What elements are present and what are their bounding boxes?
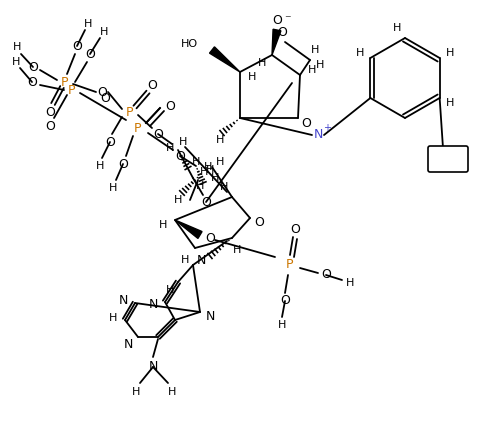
Text: H: H (257, 58, 265, 68)
Text: N: N (196, 253, 205, 266)
Text: O: O (105, 136, 115, 149)
Text: O: O (300, 117, 310, 130)
Text: H: H (444, 98, 453, 108)
Polygon shape (271, 29, 280, 55)
Text: H: H (204, 162, 212, 172)
Text: O: O (45, 106, 55, 118)
Text: N: N (148, 360, 157, 373)
Text: H: H (307, 65, 315, 75)
Text: O: O (175, 149, 184, 163)
Text: N: N (123, 338, 132, 352)
Text: O: O (72, 40, 82, 53)
Text: O: O (279, 295, 289, 307)
Text: H: H (205, 165, 214, 175)
Text: H: H (158, 220, 167, 230)
Text: H: H (12, 57, 20, 67)
Text: O: O (118, 157, 128, 171)
Text: H: H (100, 27, 108, 37)
Text: O: O (85, 48, 95, 61)
Text: H: H (179, 137, 187, 147)
Text: H: H (247, 72, 256, 82)
Text: O: O (204, 232, 215, 245)
Text: H: H (444, 48, 453, 58)
Text: N: N (148, 298, 157, 311)
Text: H: H (96, 161, 104, 171)
FancyBboxPatch shape (427, 146, 467, 172)
Text: H: H (216, 157, 224, 167)
Text: H: H (277, 320, 286, 330)
Text: H: H (13, 42, 21, 52)
Text: O: O (45, 120, 55, 133)
Text: O: O (276, 26, 287, 38)
Text: HO: HO (180, 39, 198, 49)
Text: N: N (312, 128, 322, 141)
Text: O: O (27, 75, 37, 88)
Text: H: H (166, 285, 174, 295)
Text: H: H (392, 23, 400, 33)
Text: Abs: Abs (436, 154, 458, 166)
Text: H: H (216, 135, 224, 145)
Text: O: O (320, 269, 330, 282)
Text: H: H (345, 278, 353, 288)
Text: H: H (195, 181, 204, 191)
Text: H: H (210, 173, 219, 183)
Polygon shape (209, 47, 240, 72)
Text: H: H (219, 182, 228, 192)
Text: O: O (100, 91, 110, 104)
Text: O: O (28, 61, 38, 74)
Text: H: H (199, 167, 208, 177)
Text: O: O (253, 216, 264, 229)
Text: O: O (272, 13, 281, 27)
Text: H: H (84, 19, 92, 29)
Text: H: H (168, 387, 176, 397)
Text: O: O (165, 99, 175, 112)
Text: H: H (355, 48, 364, 58)
Text: P: P (126, 106, 133, 118)
Text: H: H (310, 45, 319, 55)
Text: O: O (201, 195, 211, 208)
Text: H: H (180, 255, 189, 265)
Text: H: H (192, 157, 200, 167)
Text: H: H (108, 313, 117, 323)
Text: P: P (61, 75, 69, 88)
Text: H: H (232, 245, 240, 255)
Text: P: P (286, 258, 293, 272)
Text: O: O (289, 223, 300, 235)
Text: H: H (108, 183, 117, 193)
Text: O: O (153, 128, 163, 141)
Text: H: H (132, 387, 140, 397)
Text: +: + (323, 123, 330, 133)
Text: O: O (147, 78, 156, 91)
Text: O: O (97, 85, 107, 99)
Text: H: H (315, 60, 324, 70)
Text: H: H (173, 195, 182, 205)
Polygon shape (175, 220, 202, 238)
Text: P: P (68, 83, 75, 96)
Text: H: H (166, 143, 174, 153)
Text: ⁻: ⁻ (283, 13, 290, 27)
Text: P: P (134, 122, 142, 134)
Text: N: N (118, 293, 127, 306)
Text: N: N (205, 311, 214, 323)
